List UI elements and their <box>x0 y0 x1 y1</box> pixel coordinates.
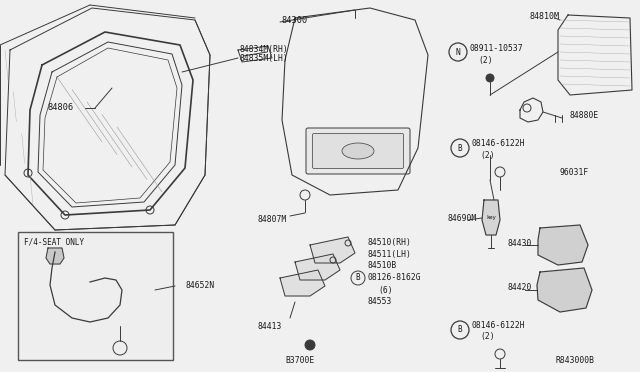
Polygon shape <box>310 237 355 263</box>
Text: 08126-8162G: 08126-8162G <box>368 273 422 282</box>
Text: 84880E: 84880E <box>570 110 599 119</box>
Text: 84806: 84806 <box>48 103 74 112</box>
Text: B3700E: B3700E <box>285 356 314 365</box>
Text: (2): (2) <box>480 151 495 160</box>
Circle shape <box>486 74 494 82</box>
Text: 84807M: 84807M <box>258 215 287 224</box>
FancyBboxPatch shape <box>18 232 173 360</box>
Text: F/4-SEAT ONLY: F/4-SEAT ONLY <box>24 237 84 246</box>
Polygon shape <box>46 248 64 264</box>
Text: 84420: 84420 <box>508 283 532 292</box>
Text: 84690M: 84690M <box>448 214 477 222</box>
Text: (6): (6) <box>378 285 392 295</box>
FancyBboxPatch shape <box>312 134 403 169</box>
Text: B: B <box>458 326 462 334</box>
Text: 84510B: 84510B <box>368 262 397 270</box>
Text: 84835M(LH): 84835M(LH) <box>240 54 289 63</box>
Ellipse shape <box>342 143 374 159</box>
Text: 84300: 84300 <box>282 16 308 25</box>
Text: (2): (2) <box>478 55 493 64</box>
Text: N: N <box>456 48 460 57</box>
FancyBboxPatch shape <box>306 128 410 174</box>
Text: 08146-6122H: 08146-6122H <box>472 321 525 330</box>
Text: 84834M(RH): 84834M(RH) <box>240 45 289 54</box>
Text: 08911-10537: 08911-10537 <box>470 44 524 52</box>
Text: 84430: 84430 <box>508 238 532 247</box>
Text: B: B <box>356 273 360 282</box>
Text: B: B <box>458 144 462 153</box>
Text: 84553: 84553 <box>368 298 392 307</box>
Polygon shape <box>482 200 500 235</box>
Polygon shape <box>295 254 340 280</box>
Polygon shape <box>280 270 325 296</box>
Text: 84413: 84413 <box>258 322 282 331</box>
Text: 96031F: 96031F <box>560 167 589 176</box>
Text: 08146-6122H: 08146-6122H <box>472 138 525 148</box>
Text: R843000B: R843000B <box>556 356 595 365</box>
Polygon shape <box>537 268 592 312</box>
Text: 84511(LH): 84511(LH) <box>368 250 412 259</box>
Text: 84652N: 84652N <box>185 280 214 289</box>
Text: 84810M: 84810M <box>530 12 560 21</box>
Text: (2): (2) <box>480 333 495 341</box>
Text: 84510(RH): 84510(RH) <box>368 237 412 247</box>
Text: key: key <box>486 215 496 219</box>
Circle shape <box>305 340 315 350</box>
Polygon shape <box>538 225 588 265</box>
